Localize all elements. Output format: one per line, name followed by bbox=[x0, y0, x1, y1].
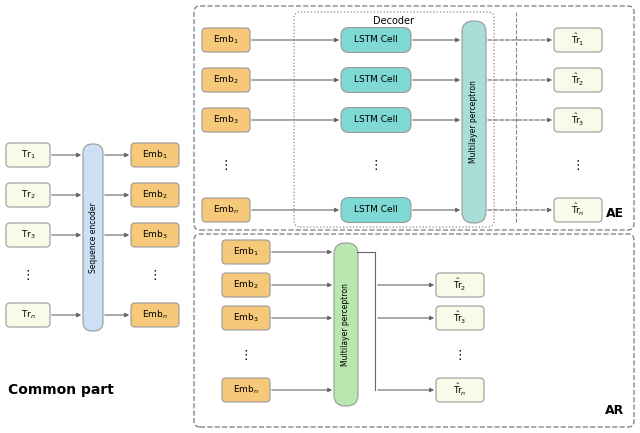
FancyBboxPatch shape bbox=[222, 306, 270, 330]
Text: Multilayer perceptron: Multilayer perceptron bbox=[470, 81, 479, 163]
FancyBboxPatch shape bbox=[554, 198, 602, 222]
FancyBboxPatch shape bbox=[131, 183, 179, 207]
FancyBboxPatch shape bbox=[341, 68, 411, 93]
FancyBboxPatch shape bbox=[202, 68, 250, 92]
FancyBboxPatch shape bbox=[436, 378, 484, 402]
Text: $\hat{\mathrm{T}}\!\mathrm{r}_2$: $\hat{\mathrm{T}}\!\mathrm{r}_2$ bbox=[453, 277, 467, 293]
FancyBboxPatch shape bbox=[222, 240, 270, 264]
FancyBboxPatch shape bbox=[202, 108, 250, 132]
Text: $\mathrm{Emb}_3$: $\mathrm{Emb}_3$ bbox=[213, 114, 239, 126]
Text: ⋮: ⋮ bbox=[220, 158, 232, 171]
FancyBboxPatch shape bbox=[436, 306, 484, 330]
Text: $\mathrm{Tr}_2$: $\mathrm{Tr}_2$ bbox=[20, 189, 35, 201]
Text: $\hat{\mathrm{T}}\!\mathrm{r}_n$: $\hat{\mathrm{T}}\!\mathrm{r}_n$ bbox=[572, 202, 585, 218]
Text: LSTM Cell: LSTM Cell bbox=[354, 36, 398, 45]
FancyBboxPatch shape bbox=[6, 223, 50, 247]
Text: AR: AR bbox=[605, 404, 624, 417]
Text: ⋮: ⋮ bbox=[240, 349, 252, 362]
FancyBboxPatch shape bbox=[131, 303, 179, 327]
Text: ⋮: ⋮ bbox=[148, 268, 161, 281]
FancyBboxPatch shape bbox=[222, 378, 270, 402]
Text: ⋮: ⋮ bbox=[572, 158, 584, 171]
Text: $\mathrm{Emb}_3$: $\mathrm{Emb}_3$ bbox=[233, 312, 259, 324]
Text: $\hat{\mathrm{T}}\!\mathrm{r}_3$: $\hat{\mathrm{T}}\!\mathrm{r}_3$ bbox=[572, 112, 585, 128]
Text: $\hat{\mathrm{T}}\!\mathrm{r}_3$: $\hat{\mathrm{T}}\!\mathrm{r}_3$ bbox=[453, 310, 467, 326]
FancyBboxPatch shape bbox=[131, 143, 179, 167]
Text: $\mathrm{Emb}_n$: $\mathrm{Emb}_n$ bbox=[233, 384, 259, 396]
Text: $\hat{\mathrm{T}}\!\mathrm{r}_2$: $\hat{\mathrm{T}}\!\mathrm{r}_2$ bbox=[572, 72, 585, 88]
Text: $\mathrm{Emb}_1$: $\mathrm{Emb}_1$ bbox=[233, 246, 259, 258]
FancyBboxPatch shape bbox=[462, 21, 486, 223]
Text: $\mathrm{Tr}_1$: $\mathrm{Tr}_1$ bbox=[20, 149, 35, 161]
FancyBboxPatch shape bbox=[341, 107, 411, 132]
FancyBboxPatch shape bbox=[554, 108, 602, 132]
Text: ⋮: ⋮ bbox=[370, 158, 382, 171]
FancyBboxPatch shape bbox=[334, 243, 358, 406]
Text: $\mathrm{Emb}_2$: $\mathrm{Emb}_2$ bbox=[233, 279, 259, 291]
Text: $\mathrm{Emb}_1$: $\mathrm{Emb}_1$ bbox=[142, 149, 168, 161]
Text: $\hat{\mathrm{T}}\!\mathrm{r}_n$: $\hat{\mathrm{T}}\!\mathrm{r}_n$ bbox=[453, 382, 467, 398]
FancyBboxPatch shape bbox=[83, 144, 103, 331]
FancyBboxPatch shape bbox=[202, 28, 250, 52]
FancyBboxPatch shape bbox=[341, 197, 411, 223]
Text: Decoder: Decoder bbox=[374, 16, 415, 26]
FancyBboxPatch shape bbox=[6, 183, 50, 207]
FancyBboxPatch shape bbox=[6, 303, 50, 327]
Text: LSTM Cell: LSTM Cell bbox=[354, 75, 398, 84]
Text: $\mathrm{Tr}_3$: $\mathrm{Tr}_3$ bbox=[20, 229, 35, 241]
Text: LSTM Cell: LSTM Cell bbox=[354, 206, 398, 214]
Text: ⋮: ⋮ bbox=[454, 349, 467, 362]
Text: $\mathrm{Tr}_n$: $\mathrm{Tr}_n$ bbox=[20, 309, 35, 321]
FancyBboxPatch shape bbox=[341, 28, 411, 52]
FancyBboxPatch shape bbox=[222, 273, 270, 297]
Text: $\mathrm{Emb}_2$: $\mathrm{Emb}_2$ bbox=[142, 189, 168, 201]
FancyBboxPatch shape bbox=[554, 28, 602, 52]
FancyBboxPatch shape bbox=[131, 223, 179, 247]
Text: $\mathrm{Emb}_n$: $\mathrm{Emb}_n$ bbox=[142, 309, 168, 321]
FancyBboxPatch shape bbox=[202, 198, 250, 222]
Text: $\hat{\mathrm{T}}\!\mathrm{r}_1$: $\hat{\mathrm{T}}\!\mathrm{r}_1$ bbox=[572, 32, 585, 48]
Text: $\mathrm{Emb}_n$: $\mathrm{Emb}_n$ bbox=[213, 204, 239, 216]
Text: $\mathrm{Emb}_1$: $\mathrm{Emb}_1$ bbox=[213, 34, 239, 46]
Text: Multilayer perceptron: Multilayer perceptron bbox=[342, 283, 351, 366]
Text: Common part: Common part bbox=[8, 383, 114, 397]
Text: ⋮: ⋮ bbox=[22, 268, 35, 281]
Text: Sequence encoder: Sequence encoder bbox=[88, 202, 97, 273]
Text: LSTM Cell: LSTM Cell bbox=[354, 116, 398, 125]
FancyBboxPatch shape bbox=[554, 68, 602, 92]
Text: AE: AE bbox=[606, 207, 624, 220]
Text: $\mathrm{Emb}_3$: $\mathrm{Emb}_3$ bbox=[142, 229, 168, 241]
FancyBboxPatch shape bbox=[6, 143, 50, 167]
Text: $\mathrm{Emb}_2$: $\mathrm{Emb}_2$ bbox=[213, 74, 239, 86]
FancyBboxPatch shape bbox=[436, 273, 484, 297]
